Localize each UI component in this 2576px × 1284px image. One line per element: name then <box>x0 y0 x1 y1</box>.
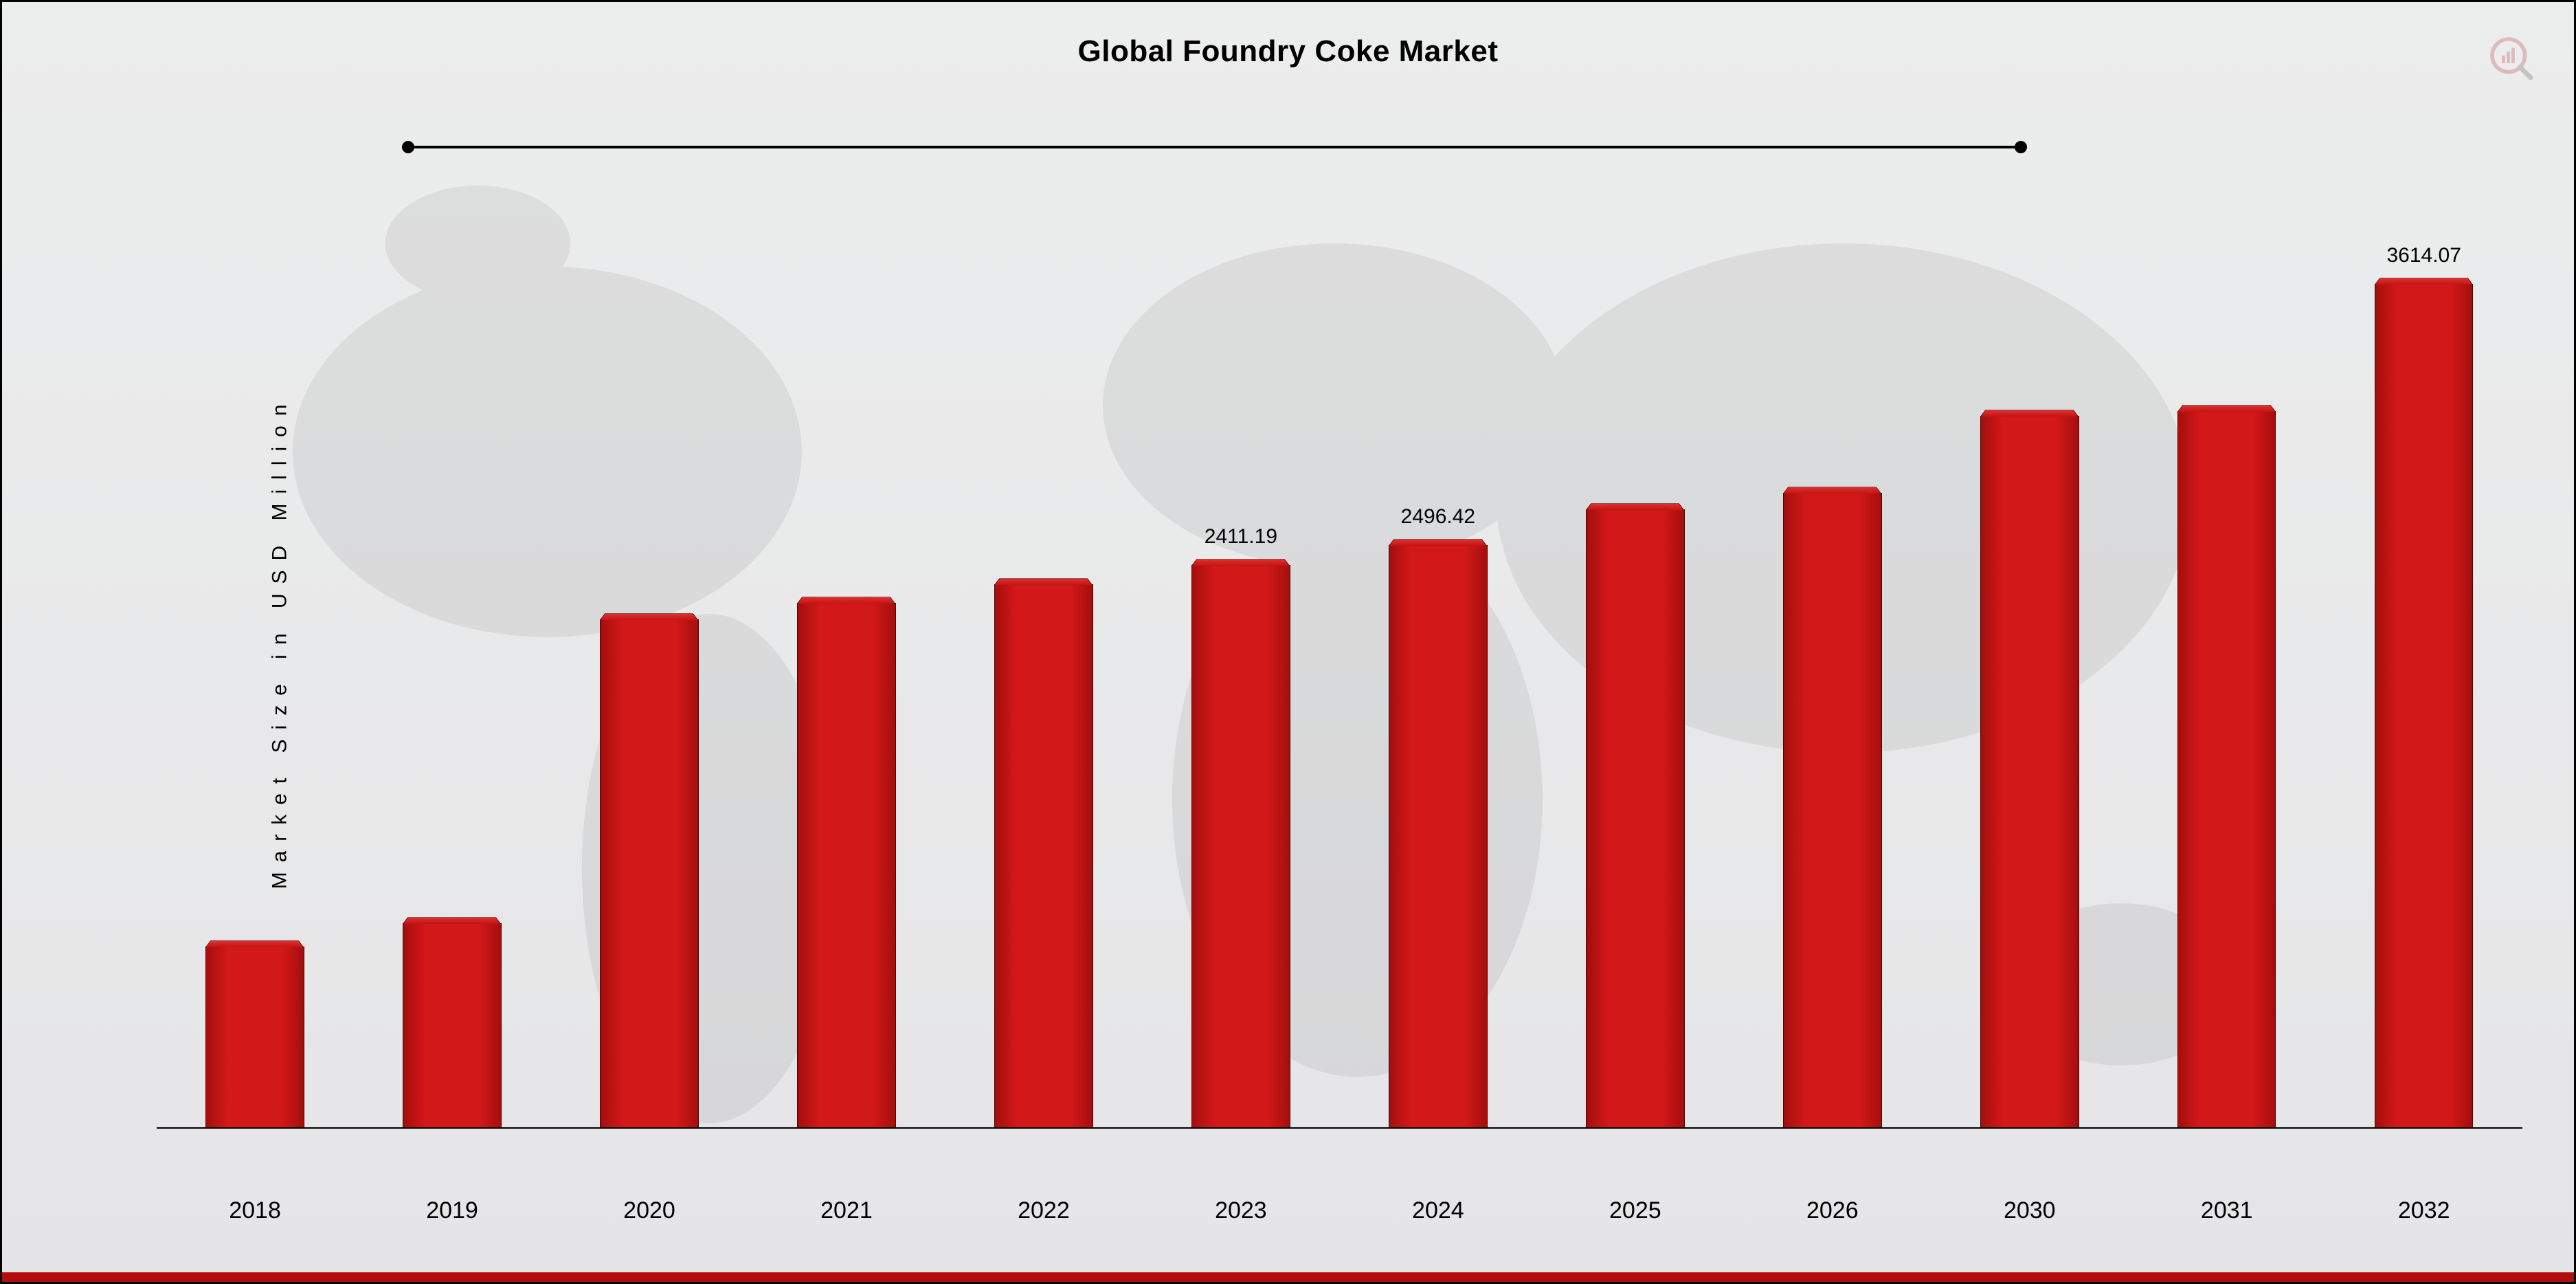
bar <box>1980 416 2079 1128</box>
bar <box>1389 545 1487 1128</box>
bar <box>2375 284 2473 1128</box>
bar-wrap <box>1734 194 1931 1128</box>
bar <box>1586 509 1684 1129</box>
x-axis-tick-label: 2025 <box>1536 1197 1734 1224</box>
bar-wrap: 2496.42 <box>1339 194 1536 1128</box>
bar-top-face <box>994 578 1093 585</box>
bar-value-label: 3614.07 <box>2386 244 2461 267</box>
x-axis-tick-label: 2026 <box>1734 1197 1931 1224</box>
bar-wrap <box>354 194 551 1128</box>
x-axis-tick-label: 2021 <box>748 1197 945 1224</box>
bar <box>994 584 1093 1129</box>
bar-wrap <box>1931 194 2128 1128</box>
chart-frame: Global Foundry Coke Market Market Size i… <box>0 0 2576 1284</box>
x-axis-tick-label: 2024 <box>1339 1197 1536 1224</box>
bar <box>205 947 304 1129</box>
bar-wrap: 3614.07 <box>2325 194 2522 1128</box>
chart-title: Global Foundry Coke Market <box>2 34 2574 69</box>
bar <box>600 619 698 1129</box>
x-axis-tick-label: 2018 <box>157 1197 354 1224</box>
bottom-strip <box>2 1272 2574 1282</box>
x-axis-tick-label: 2032 <box>2325 1197 2522 1224</box>
bar-top-face <box>2177 406 2276 412</box>
bar <box>403 923 501 1129</box>
bar-top-face <box>2375 278 2473 285</box>
x-axis-tick-label: 2023 <box>1142 1197 1339 1224</box>
x-axis-baseline <box>157 1127 2523 1129</box>
bar <box>2177 411 2276 1128</box>
bar <box>797 603 895 1129</box>
bar-wrap <box>551 194 748 1128</box>
bar-value-label: 2411.19 <box>1205 525 1277 549</box>
bar-top-face <box>403 917 501 924</box>
x-axis-tick-label: 2030 <box>1931 1197 2128 1224</box>
bar <box>1191 565 1290 1128</box>
bar-value-label: 2496.42 <box>1401 505 1475 529</box>
plot-area: 2411.19 2496.42 3614.07 <box>157 194 2523 1128</box>
title-underline <box>408 146 2021 148</box>
bar-wrap <box>945 194 1142 1128</box>
bar-top-face <box>1980 410 2079 417</box>
x-axis-tick-label: 2031 <box>2128 1197 2325 1224</box>
brand-logo-icon <box>2487 34 2535 82</box>
x-axis-tick-label: 2019 <box>354 1197 551 1224</box>
bar-wrap <box>157 194 354 1128</box>
bar-top-face <box>205 940 304 947</box>
bar-top-face <box>1586 503 1684 510</box>
x-axis-labels: 2018201920202021202220232024202520262030… <box>157 1197 2523 1224</box>
bar <box>1783 493 1881 1128</box>
bar-wrap <box>1536 194 1734 1128</box>
bar-wrap: 2411.19 <box>1142 194 1339 1128</box>
x-axis-tick-label: 2020 <box>551 1197 748 1224</box>
bar-top-face <box>1783 487 1881 494</box>
x-axis-tick-label: 2022 <box>945 1197 1142 1224</box>
bar-top-face <box>1389 540 1487 546</box>
bar-top-face <box>1191 560 1290 566</box>
bar-wrap <box>748 194 945 1128</box>
bar-wrap <box>2128 194 2325 1128</box>
bars-container: 2411.19 2496.42 3614.07 <box>157 194 2523 1128</box>
bar-top-face <box>797 597 895 604</box>
bar-top-face <box>600 613 698 620</box>
